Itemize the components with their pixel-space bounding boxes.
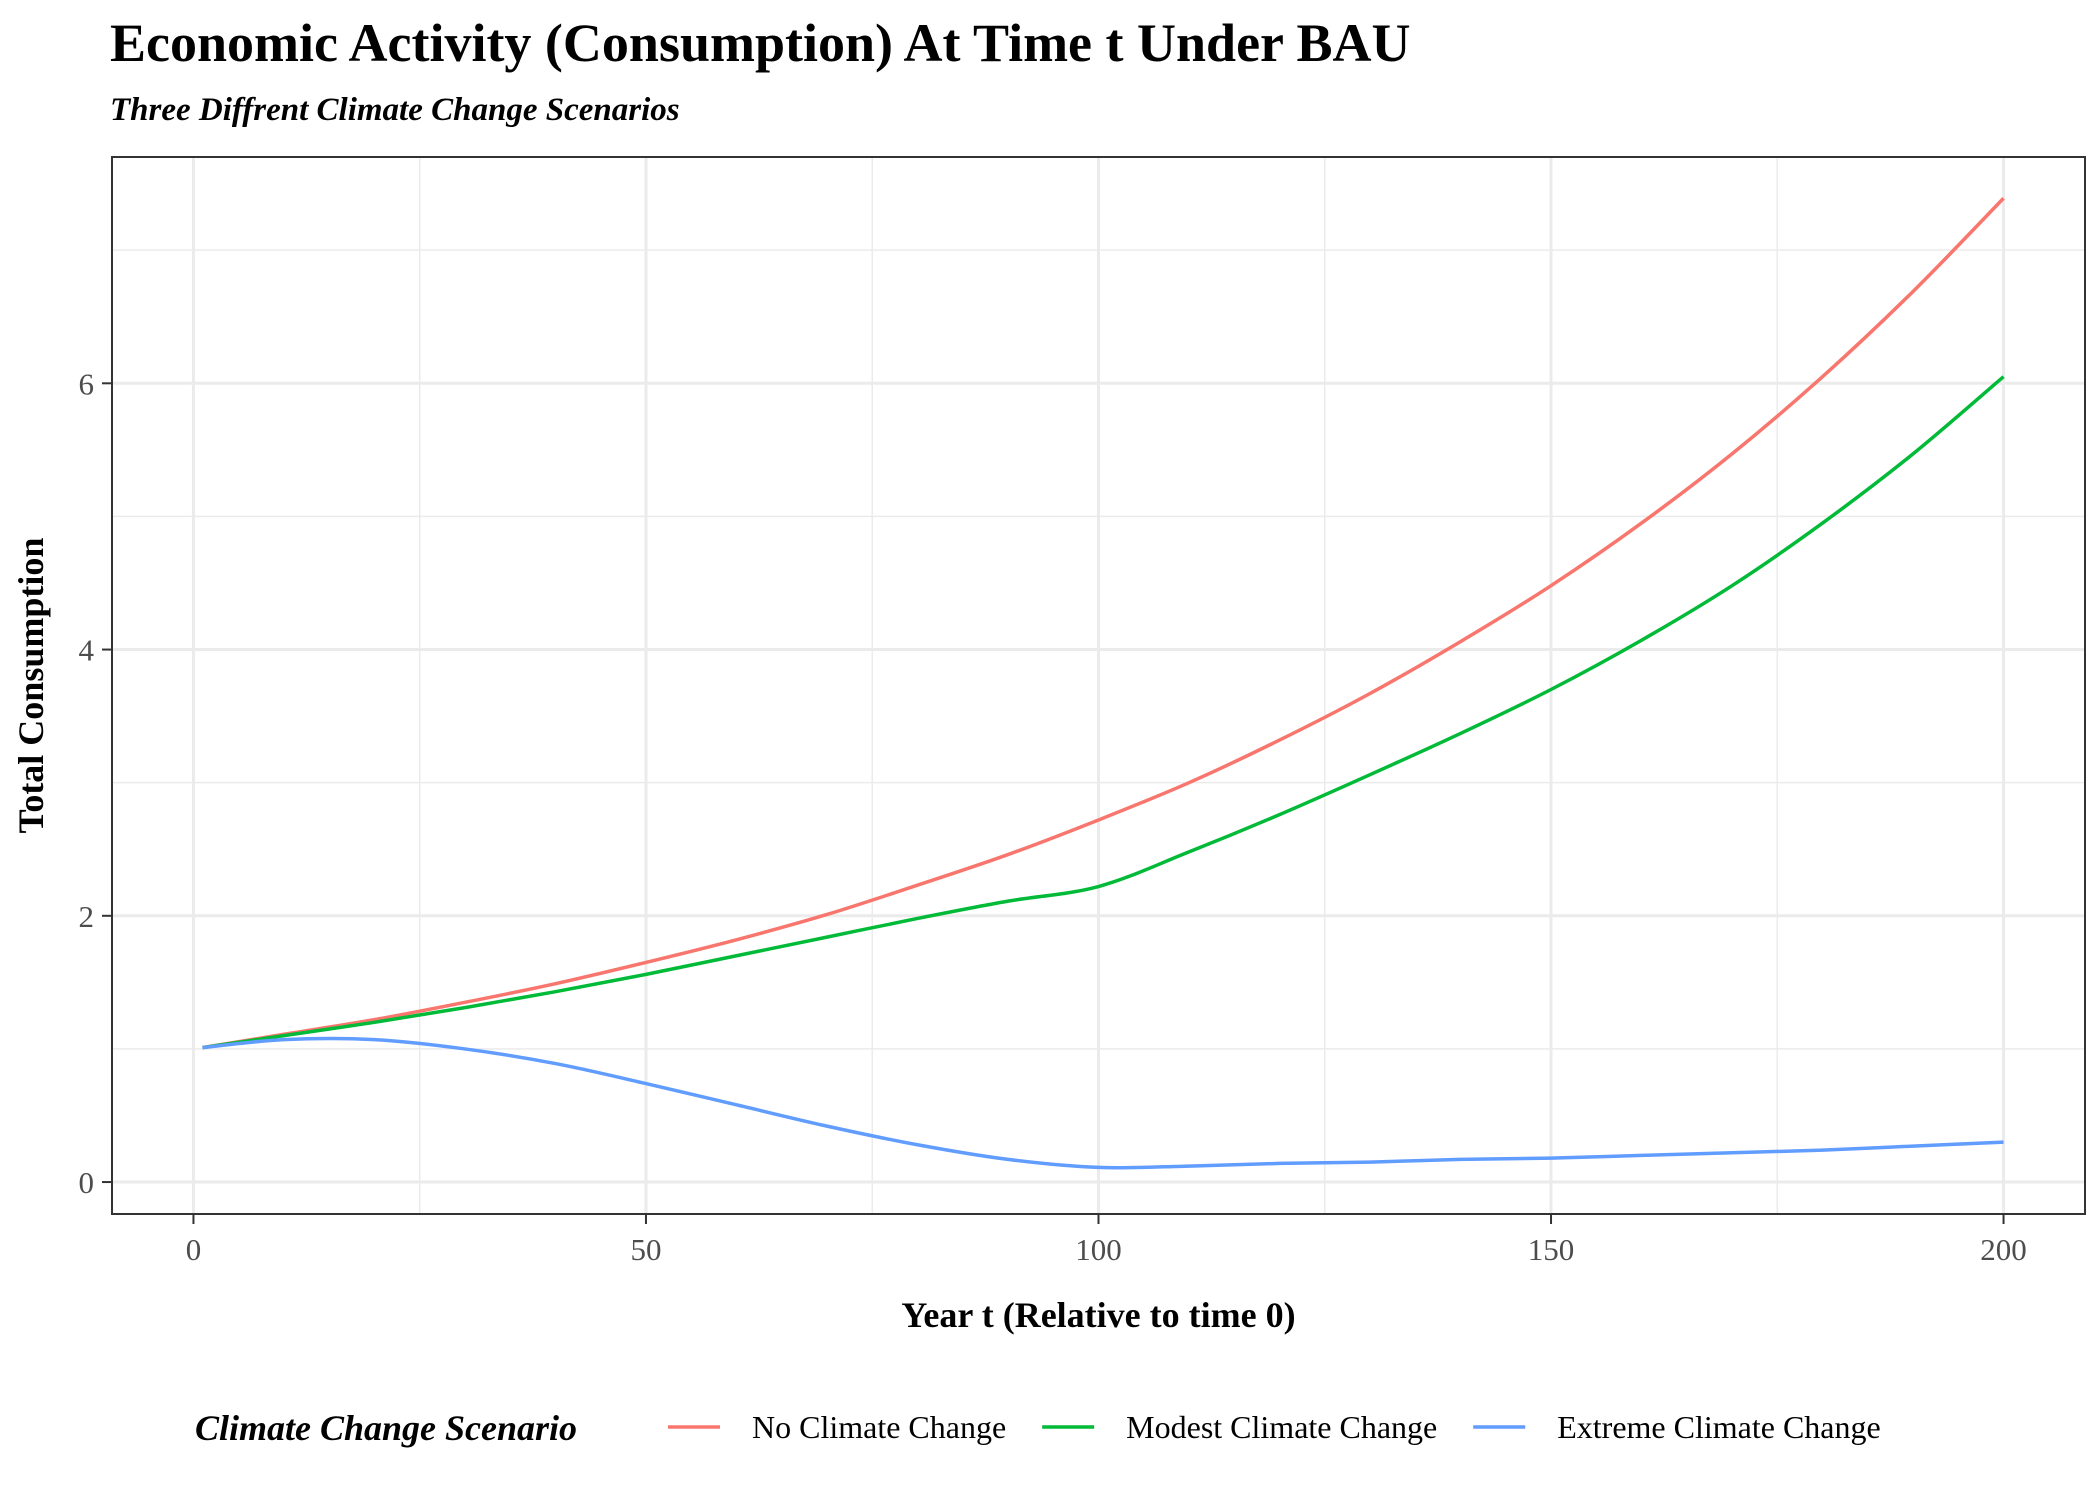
series-lines [202,197,2005,1170]
series-line-modest-climate-change [202,375,2005,1050]
x-tick-label: 50 [630,1232,661,1267]
y-tick-label: 2 [79,899,95,934]
tick-labels: 0 50 100 150 200 0 2 4 6 [79,366,2027,1267]
chart-title: Economic Activity (Consumption) At Time … [110,13,1411,73]
x-tick-label: 150 [1528,1232,1575,1267]
x-tick-label: 100 [1075,1232,1122,1267]
axis-ticks [102,382,2005,1224]
x-tick-label: 0 [186,1232,202,1267]
series-line-no-climate-change [202,197,2005,1050]
major-gridlines [112,157,2085,1214]
y-tick-label: 6 [79,366,95,401]
series-line-extreme-climate-change [202,1036,2004,1170]
x-axis-title: Year t (Relative to time 0) [901,1295,1295,1335]
legend-label-extreme-climate-change: Extreme Climate Change [1557,1409,1880,1445]
y-axis-title: Total Consumption [11,538,51,834]
y-tick-label: 4 [79,633,95,668]
y-tick-label: 0 [79,1165,95,1200]
legend-label-no-climate-change: No Climate Change [752,1409,1006,1445]
chart-subtitle: Three Diffrent Climate Change Scenarios [110,92,680,128]
legend-label-modest-climate-change: Modest Climate Change [1126,1409,1437,1445]
legend: Climate Change Scenario No Climate Chang… [195,1408,1881,1448]
legend-title: Climate Change Scenario [195,1408,577,1448]
x-tick-label: 200 [1980,1232,2027,1267]
